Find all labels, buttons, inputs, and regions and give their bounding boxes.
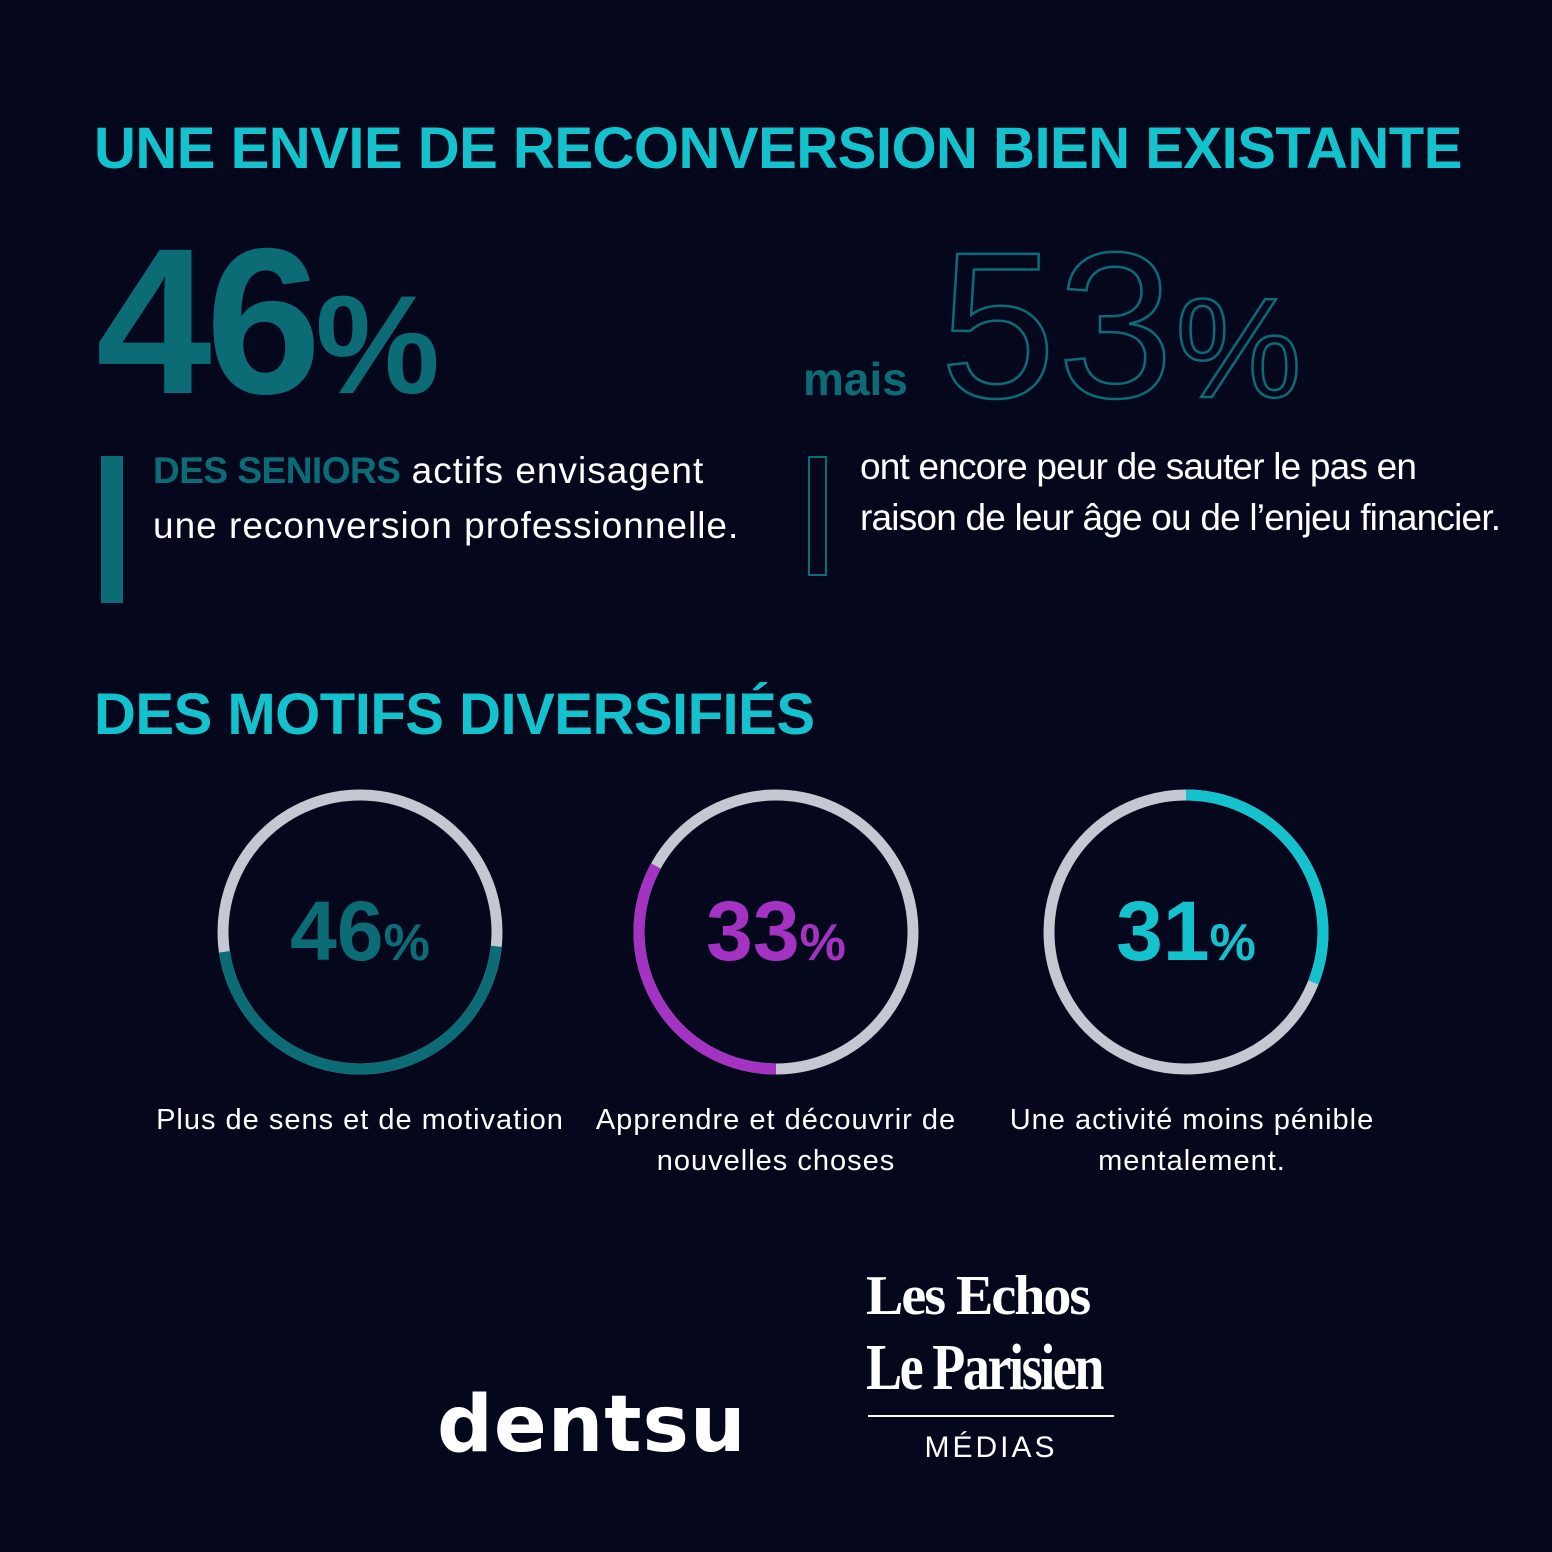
donut-label-apprendre: Apprendre et découvrir de nouvelles chos… (595, 1104, 957, 1177)
stat-right-unit: % (1174, 269, 1303, 428)
stat-right-value: 53 (939, 210, 1176, 442)
section-title-motifs: DES MOTIFS DIVERSIFIÉS (94, 682, 815, 747)
donut-charts: 46% 33% 31% (217, 789, 1329, 1075)
donut-label-sens: Plus de sens et de motivation (156, 1104, 564, 1136)
section-title-reconversion: UNE ENVIE DE RECONVERSION BIEN EXISTANTE (94, 116, 1462, 181)
stat-left-unit: % (315, 266, 440, 423)
medias-label: MÉDIAS (924, 1431, 1058, 1464)
donut-label-activite: Une activité moins pénible mentalement. (1009, 1104, 1375, 1177)
connector-mais: mais (803, 353, 908, 405)
stat-right-description: ont encore peur de sauter le pas en rais… (860, 446, 1501, 538)
logo-divider (868, 1415, 1114, 1417)
seniors-accent: DES SENIORS (153, 450, 401, 491)
donut-arc-apprendre (633, 789, 919, 1075)
accent-bar-outline (808, 456, 827, 576)
stat-left-value: 46 (96, 206, 321, 438)
donut-arc-activite (1043, 789, 1329, 1075)
donut-value-apprendre: 33% (706, 884, 846, 978)
stat-53-percent: 53% (939, 221, 1303, 432)
donut-value-sens: 46% (290, 884, 430, 978)
accent-bar-solid (101, 456, 123, 603)
les-echos-logo: Les Echos (866, 1265, 1091, 1327)
dentsu-logo: dentsu (437, 1380, 747, 1470)
stat-46-percent: 46% (96, 218, 440, 426)
le-parisien-logo: Le Parisien (866, 1331, 1104, 1404)
donut-value-activite: 31% (1116, 884, 1256, 978)
stat-left-description: DES SENIORS actifs envisagent une reconv… (153, 443, 773, 553)
seniors-description-text: actifs envisagent une reconversion profe… (153, 450, 740, 546)
